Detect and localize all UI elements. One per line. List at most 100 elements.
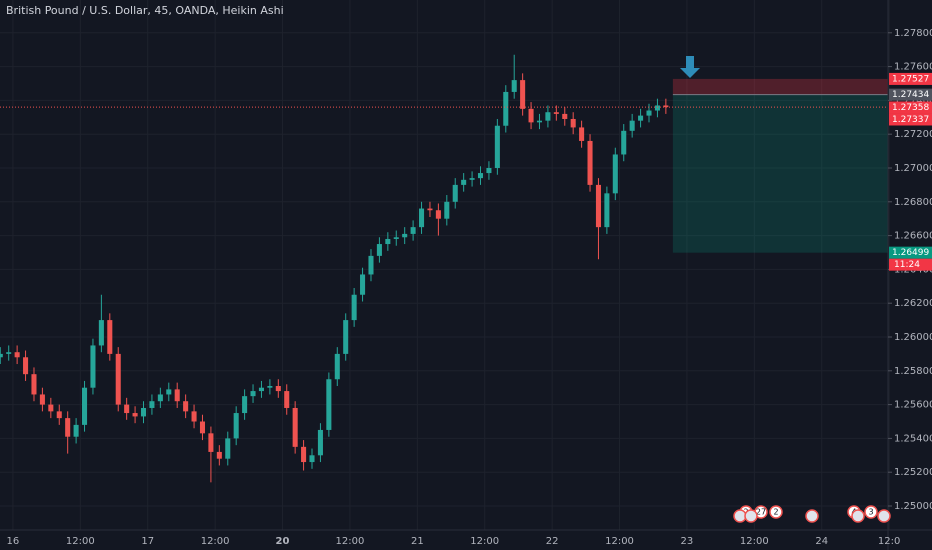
event-badge-label: 2: [773, 508, 778, 517]
event-badge-label: 3: [868, 508, 873, 517]
y-tick-label: 1.25000: [894, 501, 932, 512]
candle-body: [225, 438, 231, 459]
candle-body: [157, 394, 163, 402]
price-label-box: [889, 101, 932, 114]
x-tick-label: 16: [7, 536, 20, 547]
candle-body: [183, 401, 189, 412]
x-tick-label: 20: [276, 536, 290, 547]
candle-body: [629, 120, 635, 131]
y-tick-label: 1.26200: [894, 298, 932, 309]
x-tick-label: 12:00: [336, 536, 365, 547]
candle-body: [360, 274, 366, 295]
candle-body: [621, 130, 627, 155]
event-flag[interactable]: [805, 509, 819, 523]
candle-body: [579, 127, 585, 141]
x-tick-label: 24: [815, 536, 828, 547]
candle-body: [140, 407, 147, 417]
y-tick-label: 1.27600: [894, 62, 932, 73]
candle-body: [452, 184, 458, 202]
grid: [0, 0, 890, 530]
stop-zone[interactable]: [672, 78, 888, 95]
price-label: 1.27527: [892, 74, 929, 84]
candle-body: [14, 352, 20, 358]
candle-body: [317, 429, 323, 456]
candle-body: [115, 353, 121, 405]
x-tick-label: 12:00: [740, 536, 769, 547]
candle-body: [258, 387, 264, 392]
candle-body: [292, 407, 298, 447]
short-arrow: [680, 56, 700, 78]
event-flag[interactable]: [851, 509, 865, 523]
candle-body: [309, 455, 315, 463]
candle-body: [402, 233, 408, 238]
candle-body: [528, 108, 534, 123]
candle-body: [435, 210, 441, 219]
target-zone[interactable]: [672, 94, 888, 253]
candle-body: [587, 140, 593, 185]
x-tick-label: 12:00: [605, 536, 634, 547]
y-tick-label: 1.25400: [894, 433, 932, 444]
candle-body: [242, 396, 248, 414]
price-label: 1.27358: [892, 103, 929, 113]
y-tick-label: 1.27800: [894, 28, 932, 39]
candle-body: [301, 446, 307, 463]
position-tool[interactable]: [672, 78, 888, 253]
event-badge[interactable]: [769, 505, 783, 519]
candle-body: [520, 80, 526, 109]
event-badge[interactable]: [864, 505, 878, 519]
axes: 1.25000 1.25200 1.25400 1.25600 1.25800 1.260…: [7, 28, 932, 547]
price-label-box: [889, 72, 932, 85]
candle-body: [654, 105, 660, 111]
price-label: 1.27434: [892, 90, 929, 100]
x-tick-label: 12:00: [470, 536, 499, 547]
candle-body: [90, 345, 96, 388]
candle-body: [638, 115, 644, 121]
candle-body: [469, 178, 475, 180]
candle-body: [419, 208, 425, 228]
x-tick-label: 22: [546, 536, 559, 547]
candle-body: [65, 418, 71, 437]
candle-body: [334, 353, 340, 380]
event-flag[interactable]: [877, 509, 891, 523]
candle-body: [107, 320, 113, 354]
candle-body: [536, 120, 543, 123]
candle-body: [250, 391, 256, 397]
candle-body: [486, 167, 492, 174]
candle-body: [275, 386, 281, 392]
candle-body: [595, 184, 601, 228]
candle-body: [570, 118, 576, 128]
candle-body: [477, 173, 484, 179]
candle-body: [503, 91, 509, 126]
event-flag[interactable]: [744, 509, 758, 523]
x-tick-label: 12:00: [66, 536, 95, 547]
countdown-box: [889, 258, 932, 271]
candle-body: [267, 386, 273, 388]
y-tick-label: 1.27400: [894, 95, 932, 106]
x-tick-label: 17: [141, 536, 154, 547]
candle-body: [461, 179, 467, 185]
candle-body: [612, 154, 618, 194]
countdown: 11:24: [894, 260, 920, 270]
candle-body: [545, 112, 551, 121]
candle-body: [368, 255, 374, 275]
candle-body: [284, 391, 290, 408]
candle-body: [233, 413, 239, 439]
candle-body: [208, 433, 214, 452]
y-tick-label: 1.25200: [894, 467, 932, 478]
x-tick-label: 12:0: [878, 536, 900, 547]
candle-body: [376, 244, 382, 256]
candle-body: [385, 238, 391, 245]
candle-body: [166, 389, 172, 395]
candle-body: [663, 105, 669, 108]
candle-body: [23, 357, 29, 375]
candles: [0, 54, 888, 483]
event-flag[interactable]: [733, 509, 747, 523]
candle-body: [174, 389, 180, 402]
candle-body: [444, 201, 450, 219]
candle-body: [604, 193, 610, 228]
event-badge-label: 27: [756, 508, 766, 517]
candle-body: [0, 353, 3, 358]
y-tick-label: 1.26800: [894, 197, 932, 208]
candle-body: [199, 421, 206, 434]
